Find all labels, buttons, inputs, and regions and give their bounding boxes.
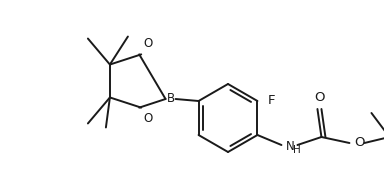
Text: O: O <box>314 91 325 104</box>
Text: N: N <box>285 139 294 153</box>
Text: F: F <box>267 94 275 108</box>
Text: B: B <box>167 93 175 105</box>
Text: O: O <box>143 112 152 125</box>
Text: H: H <box>293 145 301 155</box>
Text: O: O <box>143 37 152 50</box>
Text: O: O <box>354 136 365 150</box>
